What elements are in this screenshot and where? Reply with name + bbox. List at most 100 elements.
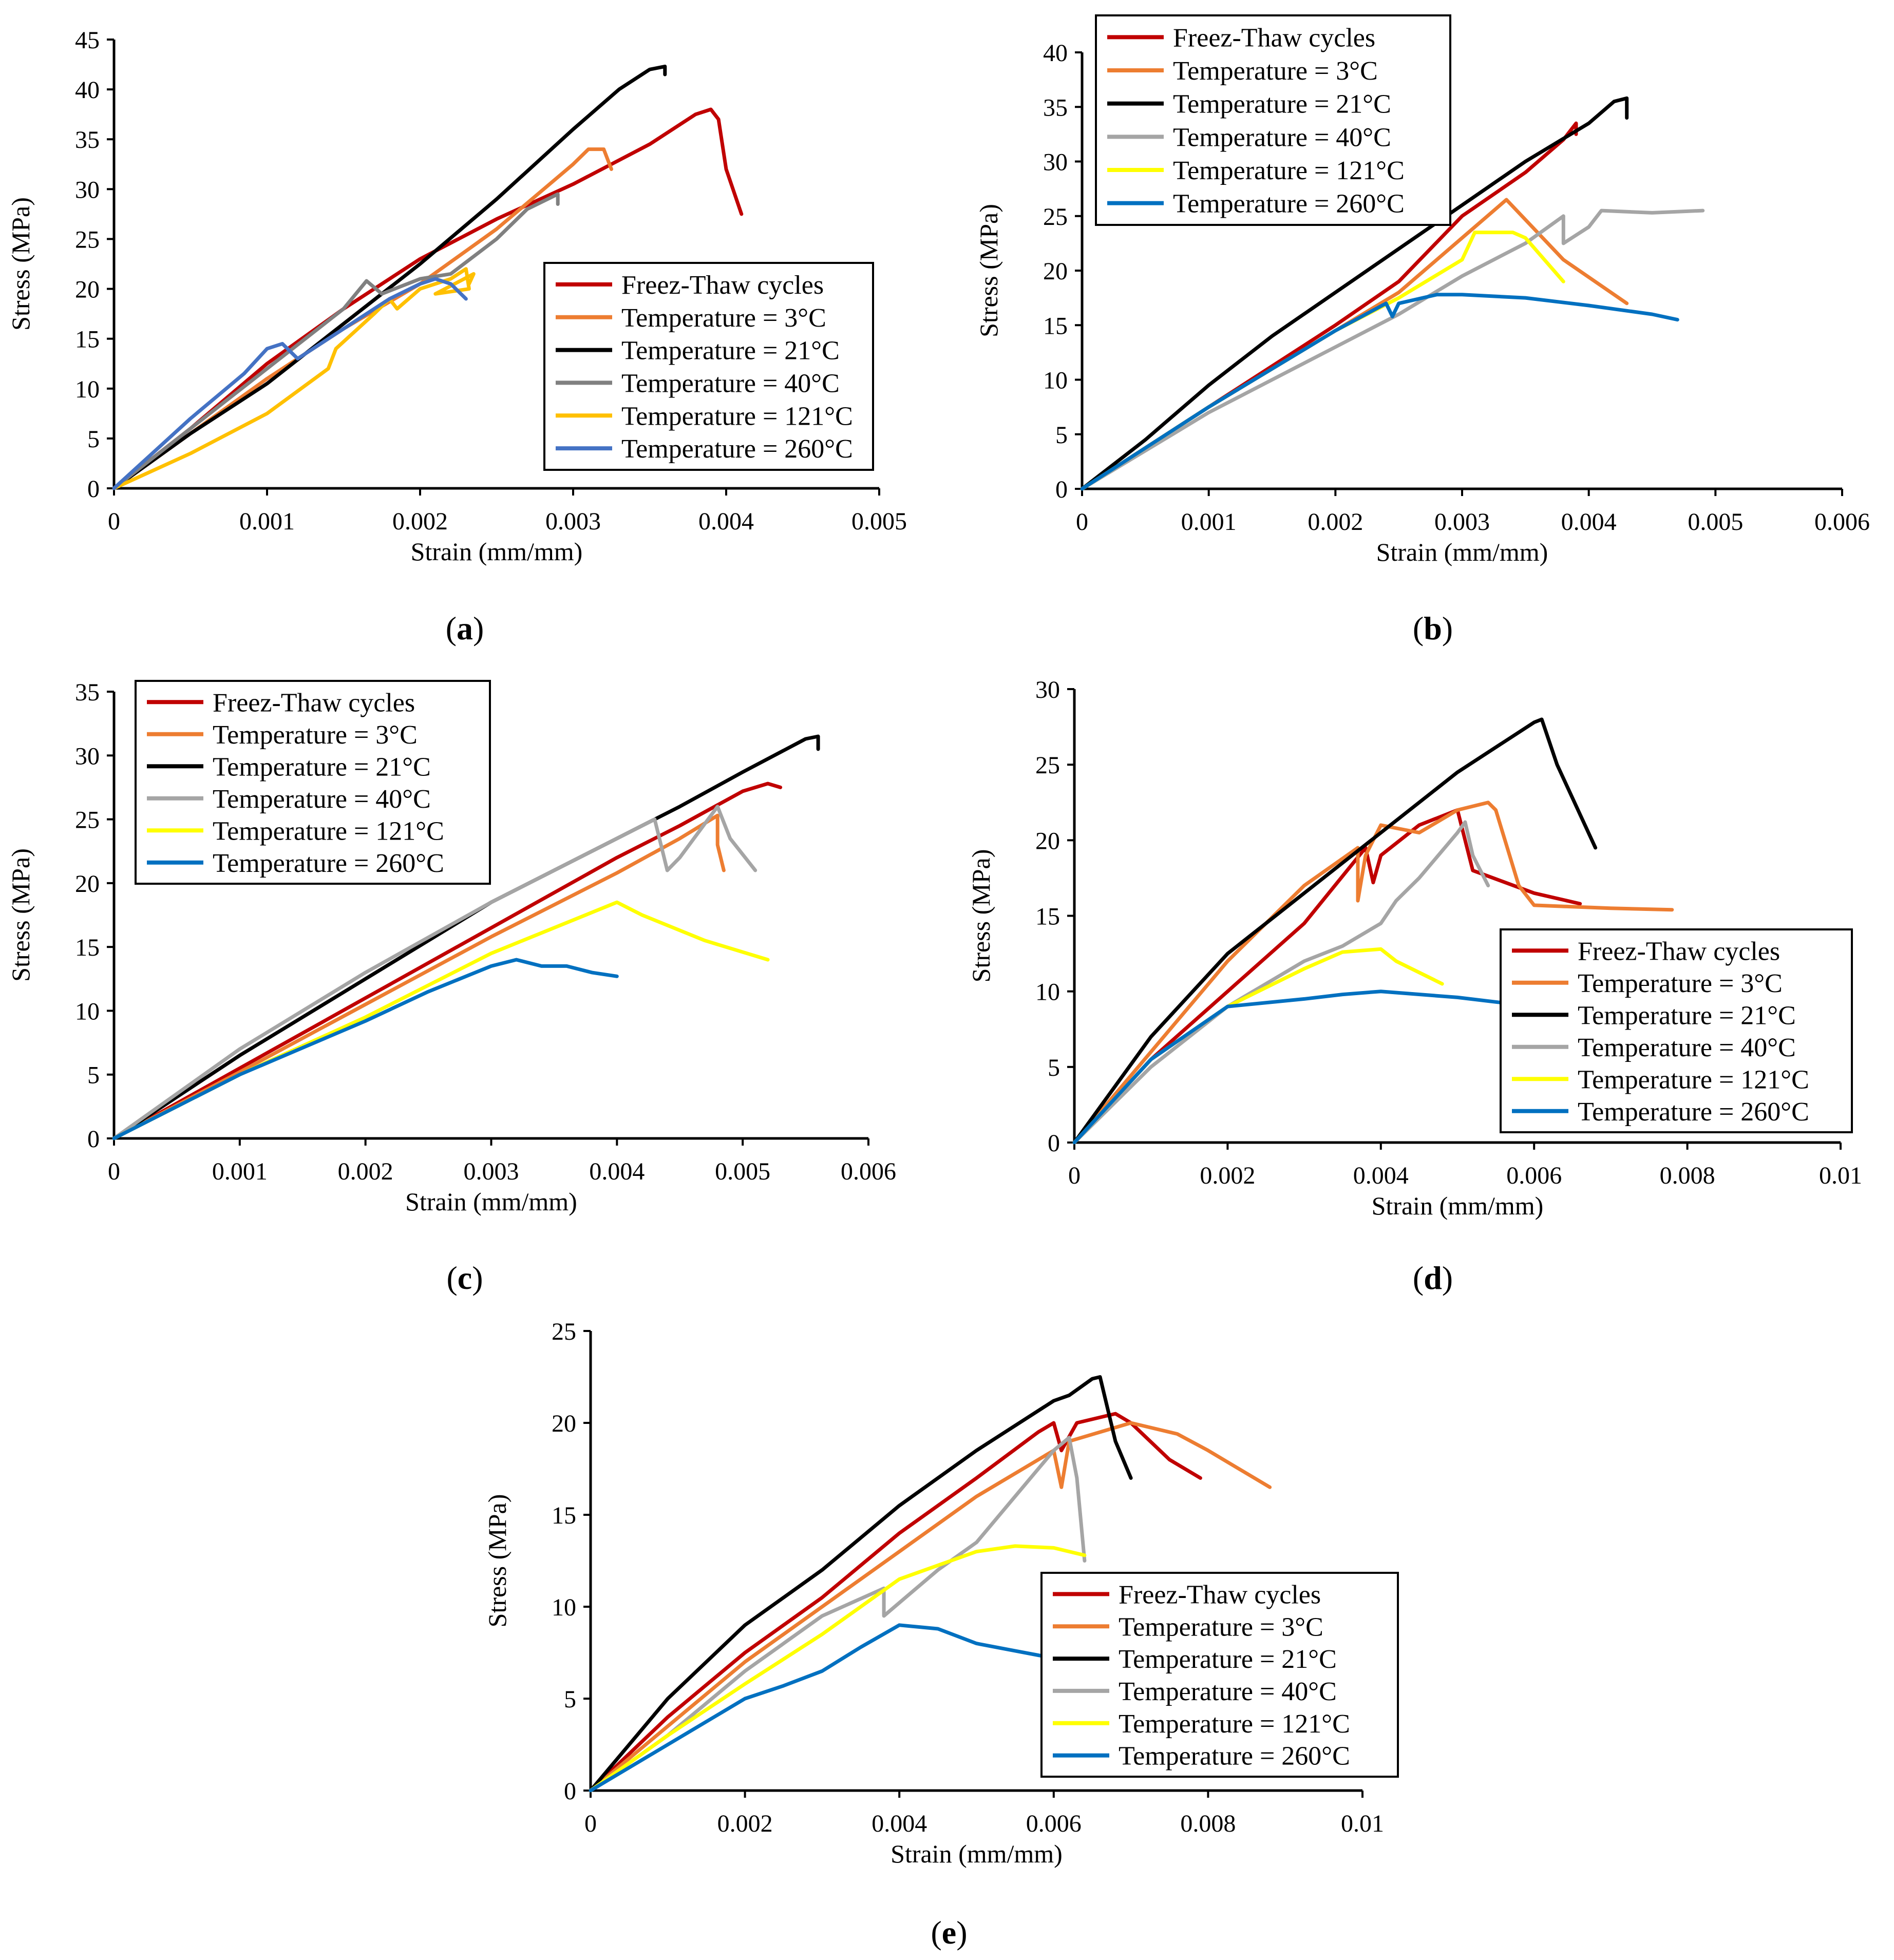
legend-label: Temperature = 21°C [213, 752, 431, 782]
x-tick-label: 0.005 [1688, 508, 1743, 536]
y-tick-label: 30 [75, 743, 100, 770]
y-tick-label: 20 [75, 276, 100, 303]
y-tick-label: 10 [75, 376, 100, 403]
series-line-4 [112, 192, 560, 490]
y-tick-label: 0 [1048, 1130, 1060, 1157]
y-tick-label: 25 [75, 807, 100, 834]
legend: Freez-Thaw cycles Temperature = 3°C Temper… [1040, 1572, 1399, 1778]
series-line-6 [1080, 293, 1679, 491]
x-tick-label: 0.004 [1353, 1162, 1409, 1189]
legend-label: Temperature = 3°C [1119, 1612, 1323, 1642]
chart-panel-b: 0 0.001 0.002 0.003 0.004 0.005 0.006 0 5 10 15 20 2… [974, 14, 1870, 646]
y-tick-label: 5 [1055, 422, 1068, 449]
y-axis-title: Stress (MPa) [967, 849, 995, 983]
y-tick-label: 15 [1035, 903, 1060, 930]
x-tick-label: 0.004 [872, 1810, 927, 1837]
legend-label: Freez-Thaw cycles [1119, 1580, 1321, 1609]
legend-label: Temperature = 21°C [1119, 1645, 1337, 1674]
series-line-3 [589, 1375, 1133, 1793]
legend-label: Temperature = 3°C [1578, 969, 1783, 998]
legend-label: Temperature = 260°C [1173, 189, 1405, 219]
y-axis-title: Stress (MPa) [6, 848, 35, 982]
caption-open-paren: ( [931, 1914, 941, 1951]
y-tick-label: 20 [552, 1410, 576, 1437]
x-tick-label: 0.002 [1200, 1162, 1255, 1189]
legend-label: Temperature = 121°C [213, 816, 444, 846]
x-axis-title: Strain (mm/mm) [891, 1839, 1063, 1868]
x-tick-label: 0 [1076, 508, 1088, 536]
y-tick-label: 5 [564, 1686, 576, 1713]
legend-label: Temperature = 260°C [621, 434, 853, 464]
series-line-3 [1080, 96, 1629, 491]
series-line-4 [1080, 208, 1705, 491]
x-tick-label: 0.001 [1181, 508, 1237, 536]
series-line-4 [589, 1436, 1087, 1793]
x-tick-label: 0.01 [1341, 1810, 1384, 1837]
series-line-5 [112, 267, 476, 490]
x-tick-label: 0.003 [1434, 508, 1490, 536]
y-tick-label: 15 [552, 1502, 576, 1529]
x-axis-title: Strain (mm/mm) [1376, 538, 1548, 566]
series-line-1 [1072, 808, 1582, 1145]
x-tick-label: 0.001 [239, 508, 295, 535]
y-tick-label: 10 [1043, 367, 1068, 394]
x-tick-label: 0.002 [338, 1158, 393, 1185]
x-tick-label: 0.004 [589, 1158, 645, 1185]
series-line-2 [112, 147, 613, 490]
legend-label: Temperature = 3°C [213, 720, 418, 750]
y-tick-label: 20 [75, 870, 100, 898]
caption-letter: e [942, 1914, 956, 1951]
x-tick-label: 0.004 [1561, 508, 1617, 536]
x-tick-label: 0.008 [1660, 1162, 1715, 1189]
caption-close-paren: ) [472, 1260, 483, 1296]
caption-close-paren: ) [1442, 610, 1453, 646]
y-tick-label: 0 [87, 1126, 100, 1153]
y-tick-label: 35 [1043, 94, 1068, 121]
chart-panel-c: 0 0.001 0.002 0.003 0.004 0.005 0.006 0 5 10 15 20 2… [6, 679, 896, 1296]
y-tick-label: 25 [1043, 203, 1068, 231]
y-tick-label: 25 [1035, 752, 1060, 779]
series-line-1 [112, 782, 783, 1140]
x-tick-label: 0.005 [715, 1158, 770, 1185]
chart-panel-e: 0 0.002 0.004 0.006 0.008 0.01 0 5 10 15 20 25 Strai… [483, 1318, 1399, 1951]
y-tick-label: 0 [87, 475, 100, 503]
caption-close-paren: ) [956, 1914, 967, 1951]
series-line-4 [112, 805, 757, 1140]
x-tick-label: 0.006 [1026, 1810, 1082, 1837]
x-axis-title: Strain (mm/mm) [405, 1187, 577, 1216]
y-tick-label: 20 [1035, 827, 1060, 854]
y-axis-title: Stress (MPa) [974, 204, 1003, 337]
y-tick-label: 30 [1035, 676, 1060, 703]
y-tick-label: 5 [87, 1062, 100, 1089]
legend: Freez-Thaw cycles Temperature = 3°C Temper… [1095, 14, 1451, 226]
y-axis-title: Stress (MPa) [6, 197, 35, 331]
y-tick-label: 20 [1043, 258, 1068, 285]
legend-box [1095, 14, 1451, 226]
x-tick-label: 0.006 [1814, 508, 1870, 536]
panel-caption: (d) [1413, 1260, 1453, 1296]
panel-caption: (e) [931, 1914, 967, 1951]
y-tick-label: 30 [75, 176, 100, 203]
legend-label: Freez-Thaw cycles [1173, 23, 1375, 52]
y-tick-label: 40 [1043, 40, 1068, 67]
caption-letter: a [457, 610, 473, 646]
y-tick-label: 5 [87, 426, 100, 453]
y-tick-label: 45 [75, 27, 100, 54]
x-tick-label: 0.008 [1180, 1810, 1236, 1837]
series-line-6 [112, 958, 619, 1140]
legend-label: Temperature = 21°C [1173, 90, 1391, 119]
legend-label: Temperature = 40°C [621, 369, 840, 398]
y-tick-label: 10 [75, 998, 100, 1025]
legend-label: Temperature = 3°C [1173, 56, 1378, 86]
y-axis-title: Stress (MPa) [483, 1494, 512, 1628]
y-tick-label: 35 [75, 679, 100, 706]
x-tick-label: 0.003 [464, 1158, 519, 1185]
series-line-1 [112, 107, 744, 490]
legend-label: Temperature = 40°C [213, 785, 431, 814]
caption-letter: c [458, 1260, 472, 1296]
legend-label: Freez-Thaw cycles [621, 271, 824, 300]
legend-box [543, 262, 874, 471]
caption-open-paren: ( [446, 610, 457, 646]
series-line-4 [1072, 820, 1490, 1145]
